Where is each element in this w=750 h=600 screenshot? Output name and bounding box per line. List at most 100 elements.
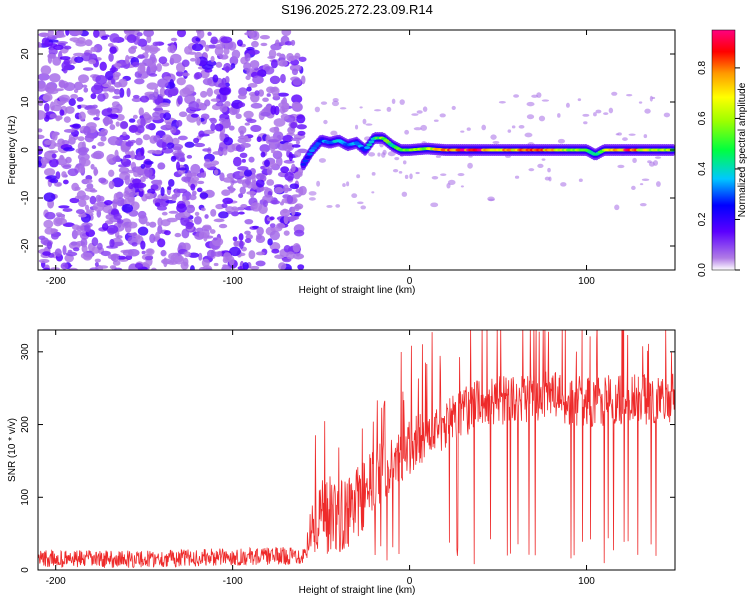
- noise-blob: [83, 87, 89, 93]
- spectrogram-y-label: Frequency (Hz): [7, 116, 18, 185]
- faint-blob: [360, 205, 367, 210]
- faint-blob: [330, 130, 338, 136]
- noise-blob: [222, 148, 228, 156]
- faint-blob: [663, 112, 671, 118]
- noise-blob: [44, 211, 56, 220]
- noise-blob: [243, 61, 252, 71]
- noise-blob: [204, 214, 209, 219]
- noise-blob: [90, 163, 95, 170]
- noise-blob: [73, 81, 84, 91]
- snr-x-tick-label: -200: [46, 576, 66, 587]
- noise-blob: [168, 252, 179, 261]
- snr-panel: -200 -100 0 100 0 100 200 300 Height of straig…: [7, 329, 676, 596]
- noise-blob: [184, 172, 197, 178]
- signal-blob: [300, 162, 307, 166]
- noise-blob: [223, 47, 230, 55]
- noise-blob: [204, 99, 211, 107]
- noise-blob: [100, 128, 108, 135]
- noise-blob: [152, 111, 161, 118]
- noise-blob: [269, 242, 281, 251]
- noise-blob: [274, 187, 284, 194]
- noise-blob: [263, 159, 270, 167]
- snr-frame: [37, 329, 676, 571]
- noise-blob: [267, 55, 276, 59]
- noise-blob: [160, 196, 173, 200]
- noise-blob: [65, 30, 70, 36]
- noise-blob: [67, 168, 79, 177]
- noise-blob: [244, 122, 250, 126]
- noise-blob: [249, 60, 260, 69]
- noise-blob: [153, 107, 164, 112]
- noise-blob: [92, 202, 105, 212]
- noise-blob: [161, 134, 173, 143]
- noise-blob: [178, 111, 188, 118]
- faint-blob: [639, 203, 647, 207]
- noise-blob: [52, 56, 62, 66]
- noise-blob: [89, 189, 98, 193]
- noise-blob: [146, 34, 152, 44]
- noise-blob: [75, 30, 83, 36]
- noise-blob: [213, 169, 219, 176]
- noise-blob: [38, 73, 50, 81]
- faint-blob: [526, 114, 535, 120]
- noise-blob: [38, 110, 46, 120]
- noise-blob: [94, 258, 101, 263]
- noise-blob: [138, 214, 148, 225]
- noise-blob: [202, 78, 213, 86]
- noise-blob: [90, 152, 102, 159]
- noise-blob: [283, 159, 295, 164]
- noise-blob: [61, 61, 71, 70]
- faint-blob: [649, 95, 653, 102]
- noise-blob: [235, 113, 242, 120]
- noise-blob: [78, 213, 87, 218]
- noise-blob: [226, 143, 236, 153]
- noise-blob: [250, 102, 263, 109]
- noise-blob: [111, 200, 122, 204]
- noise-blob: [59, 109, 65, 116]
- noise-blob: [131, 97, 142, 103]
- noise-blob: [266, 179, 275, 186]
- faint-blob: [422, 106, 428, 112]
- noise-blob: [222, 197, 234, 205]
- noise-blob: [112, 241, 124, 246]
- noise-blob: [231, 211, 240, 217]
- noise-blob: [194, 72, 203, 80]
- noise-blob: [297, 130, 306, 136]
- noise-blob: [113, 63, 122, 68]
- noise-blob: [291, 68, 299, 76]
- noise-blob: [175, 119, 183, 127]
- noise-blob: [137, 64, 146, 74]
- noise-blob: [238, 233, 244, 241]
- spectrogram-x-axis: -200 -100 0 100: [46, 30, 595, 287]
- noise-blob: [229, 184, 234, 194]
- colorbar-tick-label: 0.4: [697, 162, 708, 176]
- noise-blob: [161, 211, 168, 216]
- noise-blob: [241, 158, 246, 163]
- noise-blob: [210, 208, 217, 217]
- faint-blob: [460, 185, 464, 188]
- noise-blob: [146, 65, 151, 76]
- snr-y-tick-label: 200: [20, 416, 31, 433]
- noise-blob: [260, 151, 266, 158]
- noise-blob: [286, 194, 294, 204]
- noise-blob: [118, 166, 130, 174]
- noise-blob: [132, 61, 140, 68]
- noise-blob: [199, 231, 204, 239]
- noise-blob: [283, 184, 289, 194]
- noise-blob: [214, 123, 224, 132]
- faint-blob: [467, 162, 473, 169]
- noise-blob: [101, 35, 108, 40]
- noise-blob: [122, 161, 131, 168]
- noise-blob: [294, 150, 302, 158]
- noise-blob: [55, 157, 68, 166]
- noise-blob: [191, 190, 197, 196]
- noise-blob: [236, 39, 243, 47]
- noise-blob: [51, 132, 58, 141]
- snr-x-label: Height of straight line (km): [299, 585, 416, 596]
- noise-blob: [42, 267, 51, 270]
- noise-blob: [128, 118, 136, 123]
- noise-blob: [98, 177, 107, 184]
- noise-blob: [259, 34, 270, 40]
- noise-blob: [270, 199, 280, 205]
- noise-blob: [289, 183, 300, 190]
